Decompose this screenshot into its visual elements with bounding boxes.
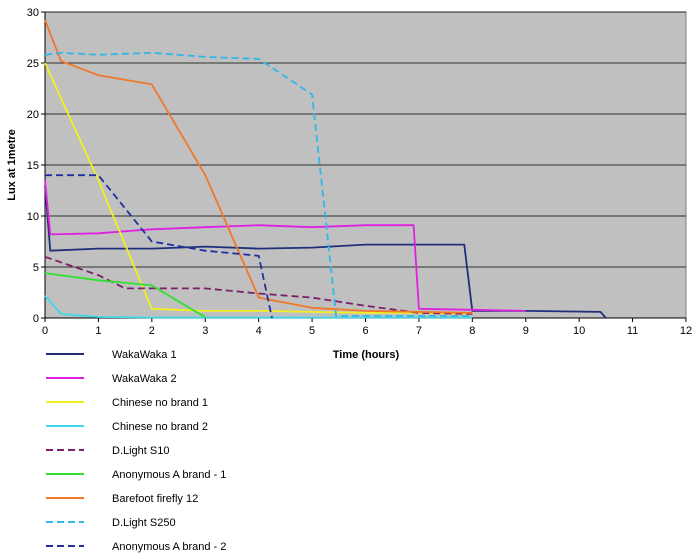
y-tick-label: 20 bbox=[27, 109, 39, 121]
series-line bbox=[44, 51, 473, 317]
x-tick-labels: 0 1 2 3 4 5 6 7 8 9 10 11 12 bbox=[42, 318, 692, 337]
series-line bbox=[44, 295, 473, 319]
grid-lines bbox=[45, 11, 686, 268]
legend-label: Anonymous A brand - 2 bbox=[112, 541, 226, 553]
legend-label: D.Light S10 bbox=[112, 445, 169, 457]
x-tick-label: 9 bbox=[523, 325, 529, 337]
x-tick-label: 6 bbox=[362, 325, 368, 337]
series-line bbox=[44, 62, 473, 315]
x-tick-label: 7 bbox=[416, 325, 422, 337]
series-line bbox=[44, 19, 473, 314]
legend-label: Barefoot firefly 12 bbox=[112, 493, 198, 505]
y-axis-title: Lux at 1metre bbox=[6, 129, 18, 201]
legend: WakaWaka 1 WakaWaka 2 Chinese no brand 1 Ch… bbox=[46, 349, 226, 553]
legend-label: D.Light S250 bbox=[112, 517, 176, 529]
y-tick-label: 15 bbox=[27, 160, 39, 172]
x-tick-label: 8 bbox=[469, 325, 475, 337]
x-tick-label: 11 bbox=[627, 325, 638, 337]
series-line bbox=[44, 180, 526, 312]
x-tick-label: 5 bbox=[309, 325, 315, 337]
x-tick-label: 12 bbox=[680, 325, 692, 337]
legend-label: Chinese no brand 1 bbox=[112, 397, 208, 409]
legend-label: WakaWaka 2 bbox=[112, 373, 177, 385]
y-tick-label: 10 bbox=[27, 211, 39, 223]
series-line bbox=[45, 174, 273, 319]
series-lines bbox=[44, 19, 607, 319]
x-tick-label: 2 bbox=[149, 325, 155, 337]
x-axis-title: Time (hours) bbox=[333, 349, 400, 361]
x-tick-label: 1 bbox=[95, 325, 101, 337]
y-tick-label: 25 bbox=[27, 58, 39, 70]
x-tick-label: 3 bbox=[202, 325, 208, 337]
series-line bbox=[44, 272, 206, 318]
y-tick-labels: 0 5 10 15 20 25 30 bbox=[27, 7, 45, 325]
x-tick-label: 0 bbox=[42, 325, 48, 337]
y-tick-label: 5 bbox=[33, 262, 39, 274]
y-tick-label: 30 bbox=[27, 7, 39, 19]
legend-label: Anonymous A brand - 1 bbox=[112, 469, 226, 481]
x-tick-label: 4 bbox=[256, 325, 262, 337]
legend-label: Chinese no brand 2 bbox=[112, 421, 208, 433]
y-tick-label: 0 bbox=[33, 313, 39, 325]
x-tick-label: 10 bbox=[573, 325, 585, 337]
legend-label: WakaWaka 1 bbox=[112, 349, 177, 361]
